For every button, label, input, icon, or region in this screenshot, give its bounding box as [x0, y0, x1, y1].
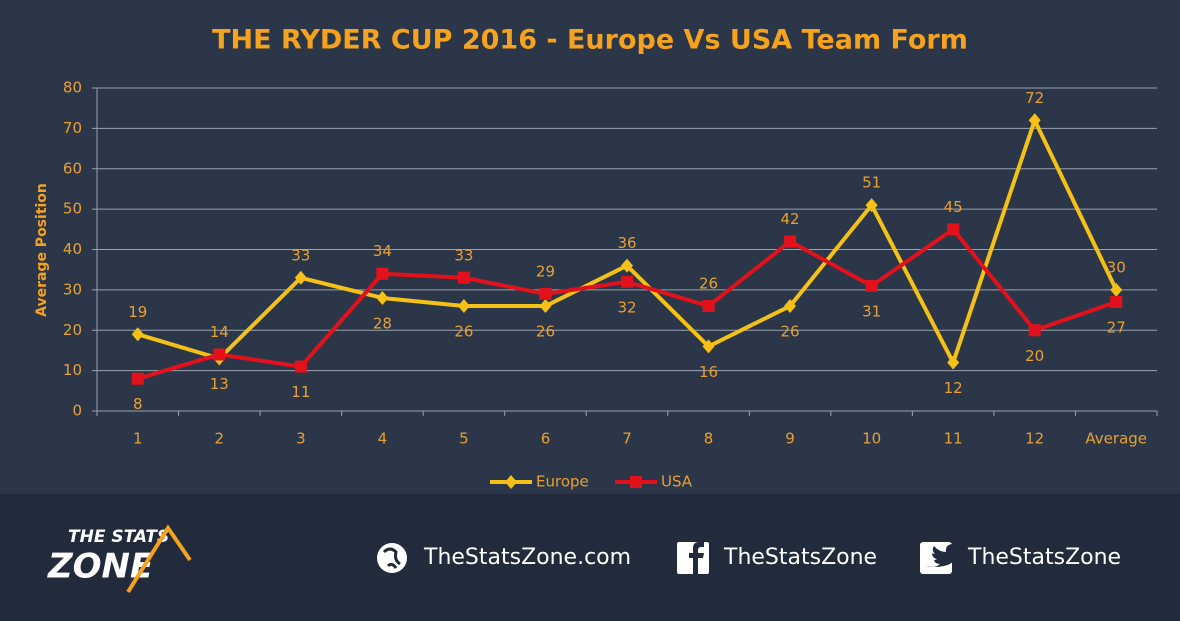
footer-links: TheStatsZone.com TheStatsZone TheStatsZo… [377, 542, 1121, 574]
y-axis-label: Average Position [34, 183, 50, 317]
y-tick-label: 0 [72, 402, 82, 420]
data-point [865, 279, 878, 292]
chart-title: THE RYDER CUP 2016 - Europe Vs USA Team … [212, 25, 968, 56]
data-point [1028, 324, 1041, 337]
twitter-bird [926, 544, 961, 568]
data-point [376, 290, 389, 305]
data-label: 45 [944, 198, 963, 216]
data-label: 30 [1107, 258, 1126, 276]
data-label: 13 [210, 375, 229, 393]
data-label: 26 [781, 323, 800, 341]
data-label: 11 [291, 383, 310, 401]
data-label: 19 [128, 303, 147, 321]
x-tick-label: 7 [622, 430, 632, 448]
data-label: 34 [373, 242, 392, 260]
legend-marker [505, 475, 517, 489]
globe-detail [382, 547, 401, 569]
x-tick-label: 2 [215, 430, 225, 448]
x-tick-label: 4 [378, 430, 388, 448]
data-point [131, 327, 144, 342]
y-tick-label: 40 [63, 240, 82, 258]
chart-background [0, 0, 1180, 494]
y-tick-label: 60 [63, 159, 82, 177]
data-label: 72 [1025, 89, 1044, 107]
data-point [621, 258, 633, 273]
x-tick-label: 3 [296, 430, 306, 448]
data-point [702, 300, 715, 313]
data-label: 29 [536, 262, 555, 280]
y-tick-label: 50 [63, 200, 82, 218]
data-label: 16 [699, 363, 718, 381]
data-point [539, 287, 552, 300]
data-point [947, 355, 960, 370]
data-label: 51 [862, 174, 881, 192]
data-point [213, 348, 226, 361]
y-tick-label: 30 [63, 280, 82, 298]
x-tick-label: 11 [944, 430, 963, 448]
data-label: 33 [291, 246, 310, 264]
footer-logo: THE STATS ZONE [47, 524, 192, 594]
y-tick-label: 80 [63, 79, 82, 97]
data-point [1028, 113, 1041, 128]
data-label: 14 [210, 323, 229, 341]
y-tick-label: 20 [63, 321, 82, 339]
y-tick-label: 70 [63, 119, 82, 137]
data-point [457, 299, 470, 314]
facebook-link[interactable]: TheStatsZone [723, 545, 877, 570]
data-label: 32 [617, 298, 636, 316]
data-label: 26 [536, 323, 555, 341]
x-tick-label: 9 [785, 430, 795, 448]
data-label: 12 [944, 379, 963, 397]
data-point [1110, 295, 1123, 308]
data-point [457, 271, 470, 284]
data-point [539, 299, 552, 314]
data-point [131, 372, 144, 385]
logo-swoosh [126, 524, 192, 594]
x-tick-label: 10 [862, 430, 881, 448]
data-point [784, 299, 797, 314]
data-label: 20 [1025, 347, 1044, 365]
website-link[interactable]: TheStatsZone.com [423, 545, 631, 570]
data-point [865, 198, 878, 213]
data-label: 36 [617, 234, 636, 252]
twitter-link[interactable]: TheStatsZone [967, 545, 1121, 570]
y-tick-label: 10 [63, 361, 82, 379]
data-point [947, 223, 960, 236]
legend-label: USA [661, 473, 693, 491]
globe-icon [377, 543, 407, 573]
legend-label: Europe [536, 473, 589, 491]
data-label: 26 [699, 275, 718, 293]
data-label: 31 [862, 302, 881, 320]
data-label: 26 [454, 323, 473, 341]
data-point [294, 270, 307, 285]
footer-background [0, 494, 1180, 621]
x-tick-label: 8 [704, 430, 714, 448]
logo-top: THE STATS [68, 527, 169, 547]
x-tick-label: 6 [541, 430, 551, 448]
data-point [1110, 282, 1123, 297]
x-tick-label: 12 [1025, 430, 1044, 448]
data-label: 42 [781, 210, 800, 228]
data-label: 27 [1107, 318, 1126, 336]
facebook-f [689, 542, 704, 574]
data-point [294, 360, 307, 373]
data-label: 28 [373, 314, 392, 332]
data-label: 8 [133, 395, 143, 413]
data-label: 33 [454, 246, 473, 264]
x-tick-label: 5 [459, 430, 469, 448]
data-point [621, 275, 633, 288]
data-point [784, 235, 797, 248]
x-tick-label: 1 [133, 430, 143, 448]
x-tick-label: Average [1085, 430, 1147, 448]
data-point [376, 267, 389, 280]
legend-marker [630, 476, 642, 488]
data-point [702, 339, 715, 354]
